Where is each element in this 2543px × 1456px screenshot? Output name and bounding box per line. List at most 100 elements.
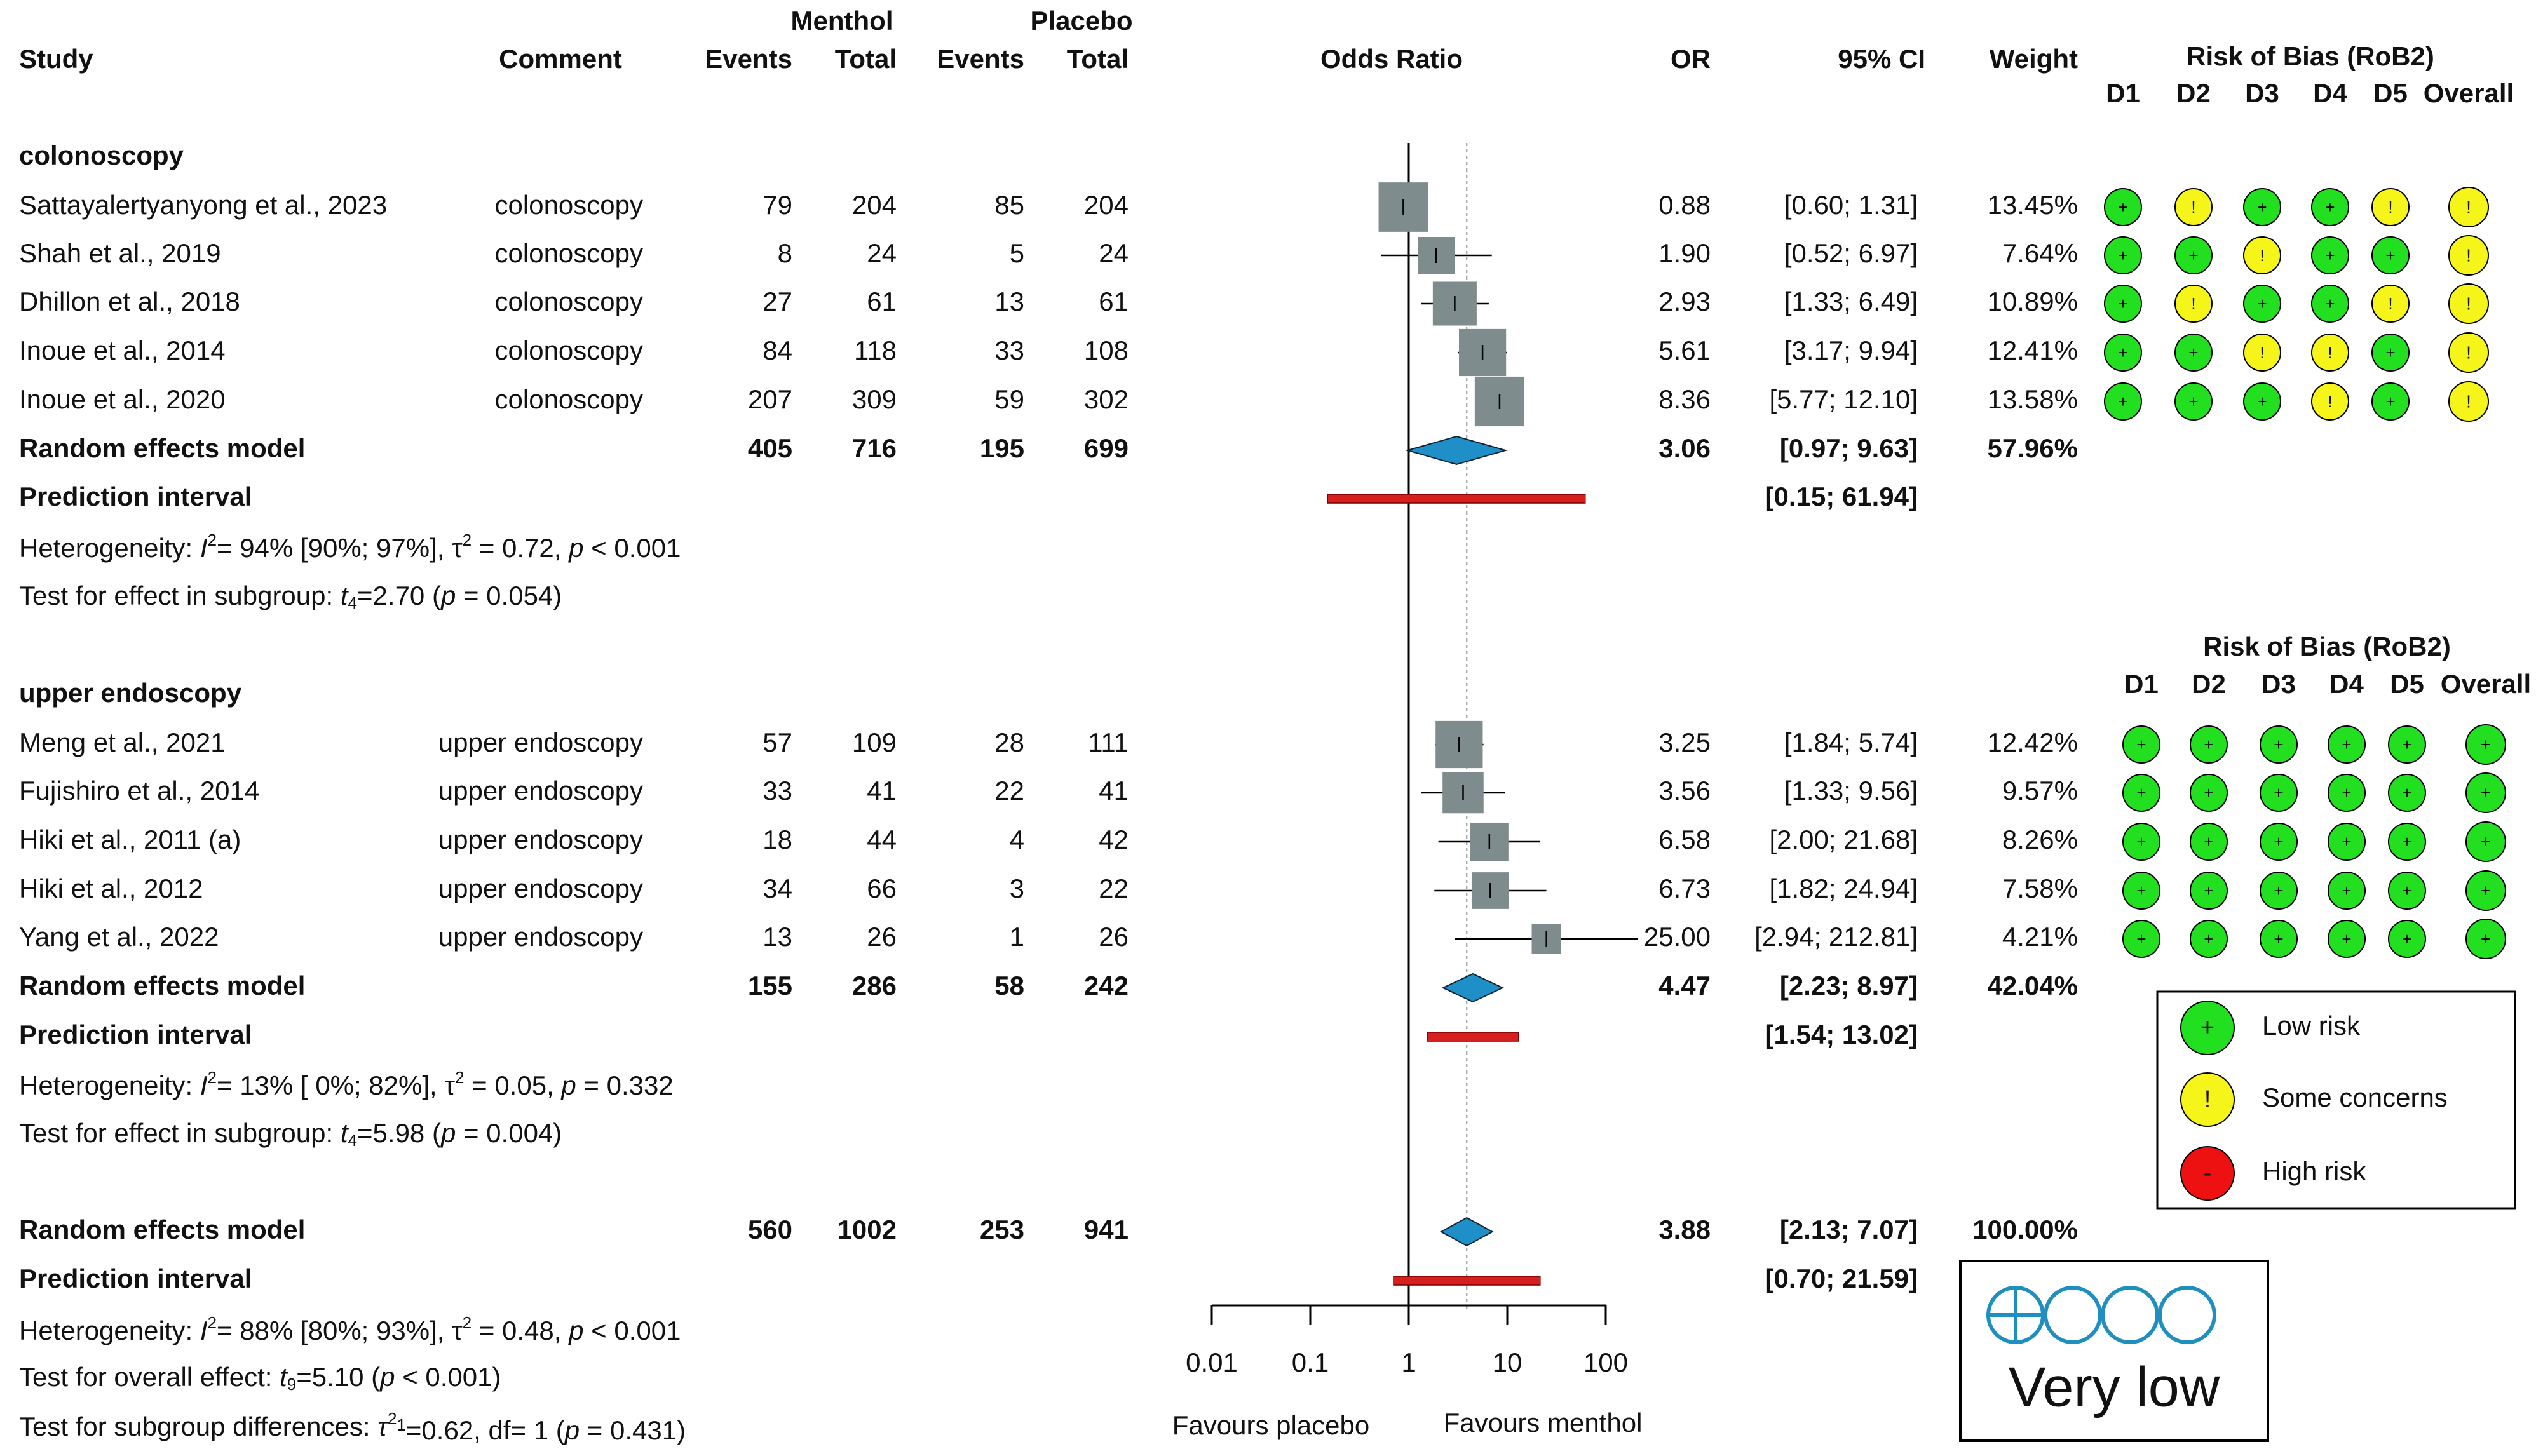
placebo-total-total: 242 <box>1084 971 1129 1001</box>
placebo-events: 59 <box>994 384 1024 414</box>
placebo-total-total: 941 <box>1084 1215 1129 1244</box>
rob-symbol: + <box>2385 246 2395 265</box>
subgroup-heading: colonoscopy <box>19 140 184 170</box>
rob-symbol: ! <box>2466 293 2471 313</box>
header-total-menthol: Total <box>835 44 897 74</box>
menthol-events: 27 <box>763 286 792 316</box>
or-value: 6.58 <box>1658 825 1711 854</box>
rob-judgement <box>2328 920 2366 958</box>
or-value: 6.73 <box>1658 873 1711 903</box>
pooled-weight: 42.04% <box>1988 971 2078 1001</box>
rob-judgement <box>2328 872 2366 910</box>
weight-value: 8.26% <box>2002 825 2078 854</box>
rob-symbol: ! <box>2260 343 2264 362</box>
pooled-diamond <box>1439 1217 1494 1247</box>
placebo-events: 1 <box>1010 922 1024 952</box>
rob-judgement <box>2371 334 2410 372</box>
header-total-placebo: Total <box>1067 44 1129 74</box>
menthol-total: 109 <box>852 727 897 757</box>
rob-symbol: + <box>2257 294 2267 313</box>
rob-judgement <box>2328 725 2366 764</box>
rob-judgement <box>2180 1146 2235 1201</box>
pooled-ci: [0.97; 9.63] <box>1780 433 1918 463</box>
rob-judgement <box>2448 332 2489 373</box>
rob-judgement <box>2388 725 2426 764</box>
rob-domain-header: D1 <box>2106 78 2140 108</box>
ci-value: [1.84; 5.74] <box>1784 727 1918 757</box>
rob-symbol: ! <box>2191 198 2195 217</box>
rob-symbol: + <box>2274 735 2283 754</box>
header-comment: Comment <box>499 44 622 74</box>
menthol-total: 41 <box>867 776 897 806</box>
rob-judgement <box>2388 872 2426 910</box>
x-tick-label: 0.01 <box>1186 1347 1238 1377</box>
rob-judgement <box>2465 724 2506 765</box>
grade-label: Very low <box>2009 1355 2220 1418</box>
header-events-placebo: Events <box>937 44 1024 74</box>
rob-symbol: + <box>2385 343 2395 362</box>
study-name: Meng et al., 2021 <box>19 727 226 757</box>
rob-symbol: + <box>2342 783 2351 802</box>
rob-judgement <box>2104 236 2142 274</box>
rob-judgement <box>2311 334 2349 372</box>
rob-symbol: + <box>2481 783 2491 802</box>
rob-judgement <box>2104 188 2142 226</box>
pooled-diamond <box>1405 435 1509 466</box>
rob-judgement <box>2122 725 2160 764</box>
rob-symbol: + <box>2325 246 2335 265</box>
rob-symbol: + <box>2481 880 2491 900</box>
rob-symbol: + <box>2257 392 2267 411</box>
weight-value: 13.45% <box>1988 190 2078 220</box>
placebo-total: 108 <box>1084 335 1129 365</box>
or-value: 3.25 <box>1658 727 1711 757</box>
menthol-events: 79 <box>763 190 792 220</box>
menthol-total: 204 <box>852 190 897 220</box>
weight-value: 7.58% <box>2002 873 2078 903</box>
rob-judgement <box>2243 334 2281 372</box>
rob-symbol: + <box>2118 198 2127 217</box>
rob-symbol: + <box>2136 783 2146 802</box>
header-study: Study <box>19 44 93 74</box>
menthol-total-total: 716 <box>852 433 897 463</box>
header-events-menthol: Events <box>705 44 792 74</box>
rob-symbol: + <box>2201 1014 2214 1041</box>
rob-judgement <box>2243 285 2281 323</box>
study-comment: upper endoscopy <box>438 873 643 903</box>
menthol-events: 57 <box>763 727 792 757</box>
rob-judgement <box>2465 772 2506 813</box>
pooled-or: 3.06 <box>1658 433 1711 463</box>
rob-symbol: + <box>2204 832 2213 851</box>
rob-symbol: + <box>2274 783 2283 802</box>
menthol-total-total: 1002 <box>837 1215 897 1244</box>
rob-symbol: + <box>2481 832 2491 851</box>
weight-value: 12.42% <box>1988 727 2078 757</box>
rob-domain-header: D5 <box>2390 669 2424 699</box>
rob-judgement <box>2371 188 2410 226</box>
rob-title: Risk of Bias (RoB2) <box>2203 631 2451 661</box>
rob-symbol: + <box>2188 246 2198 265</box>
rob-judgement <box>2311 236 2349 274</box>
prediction-interval-label: Prediction interval <box>19 482 252 511</box>
rob-judgement <box>2174 382 2213 421</box>
favours-placebo-label: Favours placebo <box>1172 1410 1370 1440</box>
grade-certainty-circle <box>2044 1286 2102 1344</box>
header-ci: 95% CI <box>1838 44 1925 74</box>
weight-value: 13.58% <box>1988 384 2078 414</box>
pooled-weight: 57.96% <box>1988 433 2078 463</box>
rob-symbol: + <box>2274 881 2283 900</box>
study-name: Sattayalertyanyong et al., 2023 <box>19 190 387 220</box>
study-name: Inoue et al., 2020 <box>19 384 226 414</box>
weight-value: 4.21% <box>2002 922 2078 952</box>
rob-judgement <box>2328 774 2366 812</box>
rob-judgement <box>2174 236 2213 274</box>
rob-judgement <box>2448 235 2489 276</box>
rob-symbol: ! <box>2388 294 2392 313</box>
placebo-events: 5 <box>1010 238 1024 268</box>
rob-symbol: + <box>2257 198 2267 217</box>
rob-judgement <box>2122 823 2160 861</box>
rob-domain-header: D4 <box>2329 669 2364 699</box>
rob-symbol: + <box>2481 734 2491 754</box>
rob-judgement <box>2122 872 2160 910</box>
rob-judgement <box>2465 919 2506 959</box>
placebo-total: 61 <box>1099 286 1129 316</box>
